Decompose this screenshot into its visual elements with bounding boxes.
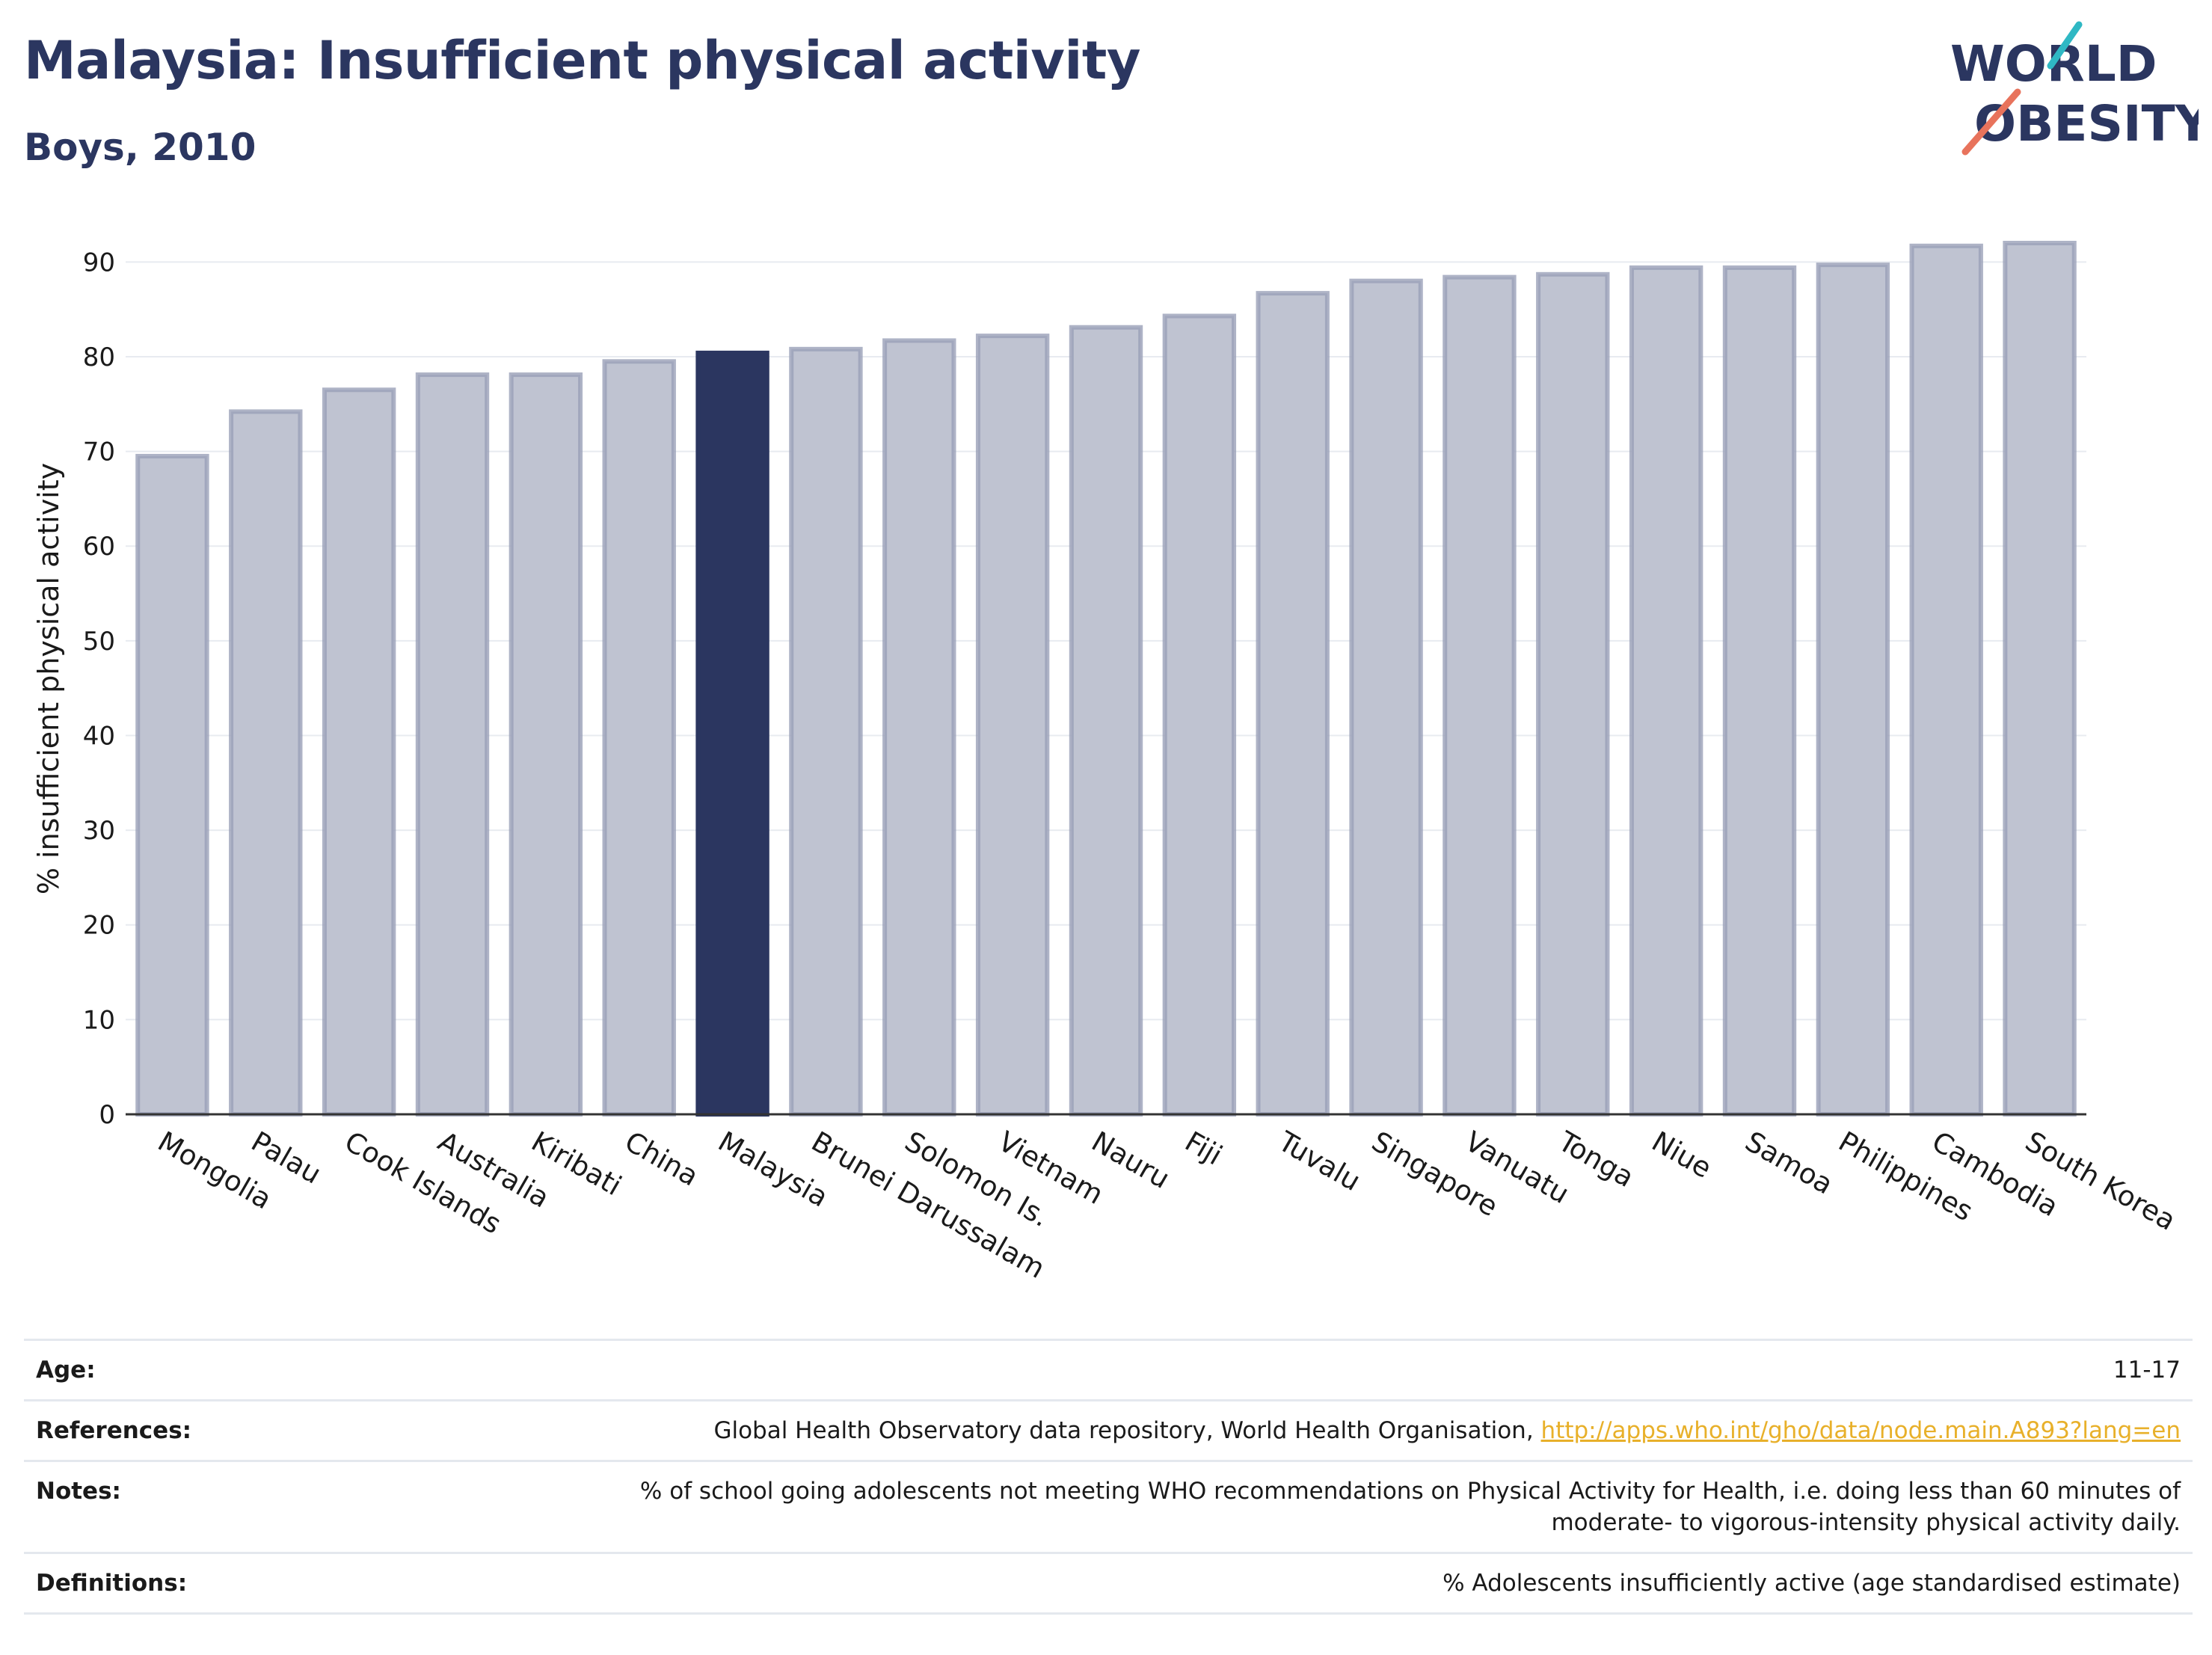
world-obesity-logo: WORLD OBESITY bbox=[1944, 21, 2212, 163]
bar-highlighted bbox=[695, 350, 769, 1117]
info-table: Age: 11-17 References: Global Health Obs… bbox=[24, 1339, 2193, 1615]
logo-teal-slash bbox=[2047, 21, 2083, 70]
notes-value: % of school going adolescents not meetin… bbox=[242, 1461, 2193, 1553]
info-row-references: References: Global Health Observatory da… bbox=[24, 1400, 2193, 1461]
bar bbox=[229, 409, 303, 1117]
logo-coral-slash bbox=[1961, 88, 2021, 156]
bar-chart: 0 10 20 30 40 50 60 70 80 90 % insufficient physic… bbox=[32, 241, 2181, 1285]
bar bbox=[1256, 291, 1330, 1117]
bar bbox=[1536, 271, 1610, 1117]
bar bbox=[2003, 241, 2077, 1117]
x-tick-label: China bbox=[619, 1126, 704, 1193]
bar bbox=[1816, 262, 1890, 1117]
x-tick-label: Tuvalu bbox=[1272, 1125, 1365, 1197]
bar bbox=[509, 372, 583, 1117]
bar bbox=[1629, 265, 1703, 1117]
world-obesity-logo-graphic: WORLD OBESITY bbox=[1950, 21, 2212, 156]
y-tick-label: 80 bbox=[83, 343, 115, 372]
bar bbox=[789, 346, 863, 1117]
bar bbox=[1069, 325, 1143, 1117]
bar bbox=[1909, 243, 1983, 1117]
y-axis-label: % insufficient physical activity bbox=[32, 463, 65, 894]
bar bbox=[1722, 265, 1797, 1117]
notes-line-2: moderate- to vigorous-intensity physical… bbox=[1551, 1509, 2181, 1536]
definitions-label: Definitions: bbox=[36, 1570, 188, 1597]
references-value: Global Health Observatory data repositor… bbox=[242, 1401, 2193, 1461]
chart-title: Malaysia: Insufficient physical activity bbox=[24, 30, 1141, 91]
bar bbox=[1349, 278, 1423, 1117]
x-tick-label: Fiji bbox=[1179, 1126, 1227, 1172]
bar bbox=[322, 387, 396, 1117]
info-row-definitions: Definitions: % Adolescents insufficientl… bbox=[24, 1553, 2193, 1614]
y-tick-label: 10 bbox=[83, 1005, 115, 1035]
chart-subtitle: Boys, 2010 bbox=[24, 126, 256, 169]
notes-label: Notes: bbox=[36, 1478, 121, 1505]
bar bbox=[882, 338, 956, 1117]
references-label: References: bbox=[36, 1417, 192, 1444]
y-tick-label: 40 bbox=[83, 721, 115, 751]
bar bbox=[602, 359, 676, 1117]
y-tick-label: 60 bbox=[83, 532, 115, 562]
info-row-age: Age: 11-17 bbox=[24, 1339, 2193, 1401]
definitions-value: % Adolescents insufficiently active (age… bbox=[1443, 1570, 2181, 1597]
notes-line-1: % of school going adolescents not meetin… bbox=[639, 1478, 2181, 1505]
y-tick-label: 30 bbox=[83, 816, 115, 846]
age-value: 11-17 bbox=[2113, 1357, 2181, 1384]
references-text: Global Health Observatory data repositor… bbox=[713, 1417, 1534, 1444]
x-tick-label: Samoa bbox=[1740, 1126, 1839, 1201]
bar bbox=[135, 453, 209, 1117]
bar bbox=[975, 334, 1050, 1117]
bar bbox=[415, 372, 490, 1117]
y-tick-label: 50 bbox=[83, 627, 115, 657]
y-tick-label: 20 bbox=[83, 911, 115, 941]
y-tick-label: 0 bbox=[99, 1100, 115, 1130]
references-link[interactable]: http://apps.who.int/gho/data/node.main.A… bbox=[1540, 1417, 2181, 1444]
y-tick-label: 90 bbox=[83, 248, 115, 277]
x-tick-label: Niue bbox=[1647, 1126, 1717, 1185]
x-tick-label: Cook Islands bbox=[340, 1126, 507, 1241]
bar bbox=[1443, 274, 1517, 1117]
age-label: Age: bbox=[36, 1357, 96, 1384]
y-tick-label: 70 bbox=[83, 437, 115, 467]
bar bbox=[1162, 313, 1237, 1117]
info-row-notes: Notes: % of school going adolescents not… bbox=[24, 1461, 2193, 1553]
logo-line-2: OBESITY bbox=[1974, 95, 2199, 153]
